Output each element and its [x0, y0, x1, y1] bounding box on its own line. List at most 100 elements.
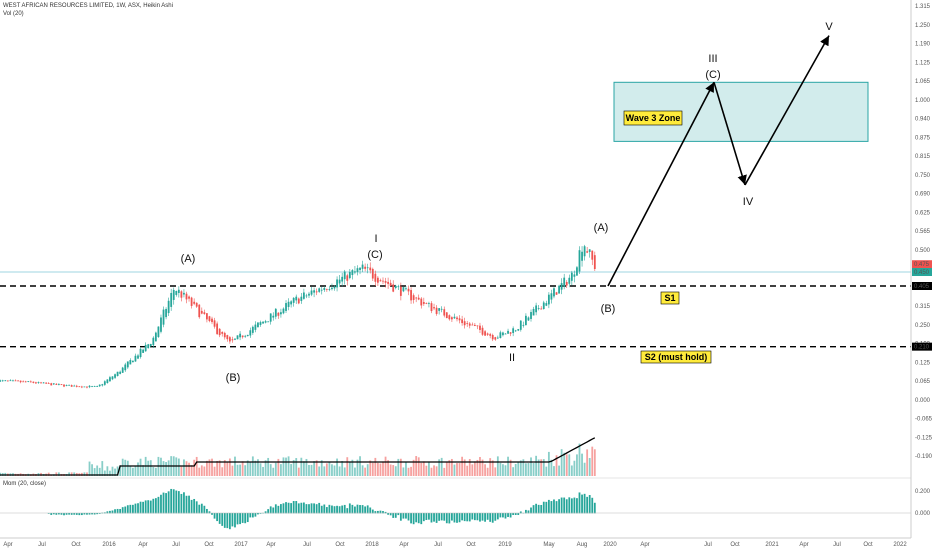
volume-bar — [325, 463, 328, 476]
momentum-bar — [274, 504, 277, 514]
volume-bar — [514, 464, 517, 476]
candle-body — [12, 380, 14, 382]
candle-body — [157, 326, 160, 338]
price-tick-label: 1.190 — [915, 42, 931, 48]
support-level-label: S1 — [664, 293, 675, 303]
volume-bar — [466, 465, 469, 476]
candle-body — [517, 329, 520, 331]
candle-body — [246, 334, 249, 337]
candle-body — [387, 281, 390, 284]
momentum-bar — [420, 513, 423, 525]
volume-bar — [175, 457, 178, 476]
momentum-bar — [565, 499, 568, 514]
candle-body — [527, 317, 530, 321]
momentum-bar — [514, 513, 517, 516]
candle-body — [364, 266, 367, 269]
volume-bar — [382, 461, 384, 476]
momentum-bar — [563, 497, 566, 514]
candle-body — [399, 286, 402, 296]
momentum-bar — [211, 513, 213, 515]
candle-body — [338, 279, 341, 284]
candle-body — [208, 316, 211, 322]
candle-body — [366, 267, 369, 269]
candle-body — [438, 308, 441, 311]
candle-body — [410, 290, 412, 301]
price-tick-label: -0.125 — [915, 435, 932, 441]
candle-body — [111, 376, 114, 380]
candle-body — [430, 303, 433, 312]
candle-body — [290, 301, 293, 305]
momentum-bar — [241, 513, 244, 523]
price-badge-label: 0.405 — [914, 284, 930, 290]
momentum-bar — [489, 513, 492, 522]
volume-bar — [578, 443, 581, 476]
wave-label: (A) — [181, 253, 196, 265]
momentum-bar — [499, 513, 502, 518]
candle-body — [37, 382, 40, 383]
momentum-bar — [226, 513, 229, 529]
momentum-bar — [109, 510, 111, 514]
volume-bar — [165, 462, 167, 476]
candle-body — [456, 317, 458, 320]
wave-label: V — [825, 21, 833, 33]
volume-bar — [389, 464, 392, 476]
volume-bar — [356, 459, 359, 476]
candle-body — [542, 302, 545, 310]
volume-bar — [185, 461, 188, 476]
volume-bar — [114, 468, 116, 476]
momentum-bar — [384, 511, 387, 514]
volume-bar — [394, 466, 397, 476]
candle-body — [415, 297, 418, 299]
momentum-bar — [308, 504, 310, 514]
volume-bar — [249, 461, 252, 476]
candle-body — [343, 271, 346, 280]
volume-bar — [591, 446, 594, 476]
price-tick-label: 1.125 — [915, 60, 931, 66]
momentum-bar — [323, 504, 326, 514]
momentum-bar — [137, 503, 139, 514]
time-axis-label: Jul — [172, 542, 180, 548]
candle-body — [578, 250, 581, 272]
candle-body — [119, 371, 122, 374]
momentum-bar — [553, 499, 555, 514]
volume-bar — [254, 460, 257, 476]
momentum-bar — [369, 507, 372, 514]
price-tick-label: 0.625 — [915, 210, 931, 216]
momentum-bar — [96, 513, 99, 515]
volume-bar — [234, 456, 236, 476]
candle-body — [315, 291, 318, 293]
candle-body — [121, 367, 124, 373]
volume-bar — [384, 456, 387, 476]
momentum-bar — [267, 509, 270, 514]
volume-bar — [167, 460, 170, 476]
momentum-bar — [208, 511, 211, 514]
candle-body — [499, 332, 502, 338]
volume-bar — [364, 467, 367, 476]
candle-body — [376, 277, 379, 283]
momentum-bar — [476, 513, 479, 521]
momentum-bar — [502, 513, 504, 518]
wave-label: (B) — [226, 372, 241, 384]
volume-bar — [433, 465, 435, 476]
volume-bar — [218, 460, 221, 476]
price-badge — [912, 260, 932, 269]
volume-bar — [297, 467, 300, 476]
volume-bar — [481, 459, 484, 476]
volume-bar — [341, 460, 344, 476]
candle-body — [504, 333, 507, 335]
candle-body — [512, 328, 515, 334]
volume-bar — [142, 465, 145, 476]
candle-body — [496, 337, 499, 339]
candle-body — [553, 288, 555, 297]
momentum-bar — [504, 513, 507, 519]
momentum-bar — [481, 513, 484, 521]
volume-bar — [489, 458, 492, 476]
volume-bar — [443, 467, 446, 476]
momentum-bar — [318, 502, 321, 514]
candle-body — [68, 384, 71, 386]
volume-bar — [346, 457, 349, 476]
candle-body — [234, 338, 236, 340]
volume-bar — [198, 467, 201, 476]
momentum-bar — [259, 513, 262, 514]
